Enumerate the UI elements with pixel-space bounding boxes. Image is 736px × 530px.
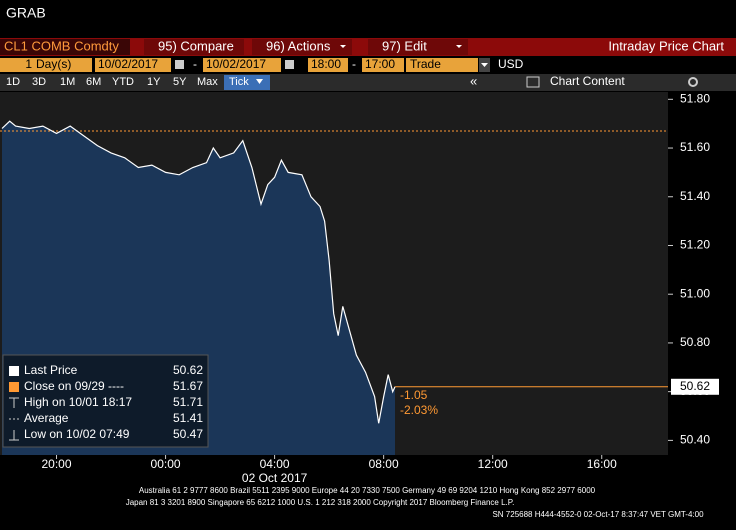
range-button[interactable]: 5Y [173, 76, 187, 88]
currency: USD [498, 57, 524, 71]
calendar-icon[interactable] [175, 60, 184, 69]
legend-name: Last Price [24, 363, 78, 377]
start-date[interactable]: 10/02/2017 [98, 57, 158, 71]
end-date-field[interactable] [203, 58, 281, 72]
dropdown-arrow [481, 63, 488, 67]
annotation: -1.05 [400, 388, 428, 402]
panel-title: Intraday Price Chart [608, 38, 724, 53]
field-field[interactable] [406, 58, 478, 72]
range-button[interactable]: 3D [32, 76, 46, 88]
range-bar [0, 74, 736, 91]
separator: - [352, 57, 356, 71]
x-tick-label: 12:00 [478, 457, 508, 471]
y-tick-label: 51.40 [680, 189, 710, 203]
legend-name: Average [24, 411, 69, 425]
calendar-icon[interactable] [285, 60, 294, 69]
legend-name: High on 10/01 18:17 [24, 395, 132, 409]
range-button[interactable]: Tick [229, 76, 249, 88]
legend-swatch [9, 366, 19, 376]
start-time[interactable]: 18:00 [311, 57, 341, 71]
x-tick-label: 00:00 [151, 457, 181, 471]
collapse-icon[interactable]: « [470, 73, 477, 88]
legend-value: 51.71 [173, 395, 203, 409]
legend-symbol [9, 430, 19, 441]
end-time[interactable]: 17:00 [365, 57, 395, 71]
toolbar-button-bg[interactable] [368, 39, 468, 55]
start-date-field[interactable] [95, 58, 171, 72]
toolbar-button[interactable]: 97) Edit [382, 38, 427, 53]
settings-icon[interactable] [688, 77, 698, 87]
chart-content-icon [526, 76, 540, 88]
period-field[interactable] [0, 58, 92, 72]
field[interactable]: Trade [410, 57, 441, 71]
x-axis-label: 02 Oct 2017 [242, 471, 308, 485]
x-tick-label: 16:00 [587, 457, 617, 471]
toolbar-button[interactable]: 96) Actions [266, 38, 331, 53]
annotation: -2.03% [400, 403, 438, 417]
legend-value: 50.47 [173, 427, 203, 441]
legend-value: 51.41 [173, 411, 203, 425]
end-date[interactable]: 10/02/2017 [206, 57, 266, 71]
range-button[interactable]: 6M [86, 76, 101, 88]
last-price-tag [671, 378, 719, 395]
legend-swatch [9, 382, 19, 392]
x-tick-label: 04:00 [260, 457, 290, 471]
toolbar-button-bg[interactable] [252, 39, 352, 55]
range-button[interactable]: YTD [112, 76, 134, 88]
legend-value: 51.67 [173, 379, 203, 393]
security[interactable]: CL1 COMB Comdty [4, 38, 119, 53]
last-price-tag-label: 50.62 [680, 379, 710, 393]
window-title: GRAB [6, 5, 46, 21]
toolbar-button[interactable]: 95) Compare [158, 38, 234, 53]
range-button[interactable]: 1M [60, 76, 75, 88]
footer-line: Japan 81 3 3201 8900 Singapore 65 6212 1… [126, 498, 515, 507]
legend-box [2, 354, 209, 448]
end-time-field[interactable] [362, 58, 404, 72]
toolbar-button-bg[interactable] [144, 39, 244, 55]
range-button-active[interactable] [224, 75, 270, 90]
y-tick-label: 50.40 [680, 433, 710, 447]
y-tick-label: 51.00 [680, 286, 710, 300]
legend-name: Low on 10/02 07:49 [24, 427, 130, 441]
price-line [1, 120, 396, 424]
dropdown-arrow [256, 79, 263, 84]
range-button[interactable]: Max [197, 76, 218, 88]
chart-content[interactable]: Chart Content [550, 74, 625, 88]
range-button[interactable]: 1Y [147, 76, 161, 88]
footer-line: SN 725688 H444-4552-0 02-Oct-17 8:37:47 … [492, 510, 704, 519]
legend-value: 50.62 [173, 363, 203, 377]
security-box[interactable] [0, 39, 130, 55]
x-tick-label: 08:00 [369, 457, 399, 471]
legend-name: Close on 09/29 ---- [24, 379, 124, 393]
footer-line: Australia 61 2 9777 8600 Brazil 5511 239… [139, 486, 596, 495]
period[interactable]: 1 [25, 57, 32, 71]
separator: - [193, 57, 197, 71]
legend-symbol [9, 397, 19, 408]
y-tick-label: 51.20 [680, 238, 710, 252]
dropdown-arrow [456, 45, 462, 48]
period-unit: Day(s) [36, 57, 71, 71]
y-tick-label: 50.80 [680, 335, 710, 349]
x-tick-label: 20:00 [42, 457, 72, 471]
y-tick-label: 51.60 [680, 140, 710, 154]
y-tick-label: 51.80 [680, 91, 710, 105]
start-time-field[interactable] [308, 58, 348, 72]
dropdown-arrow [340, 45, 346, 48]
range-button[interactable]: 1D [6, 76, 20, 88]
